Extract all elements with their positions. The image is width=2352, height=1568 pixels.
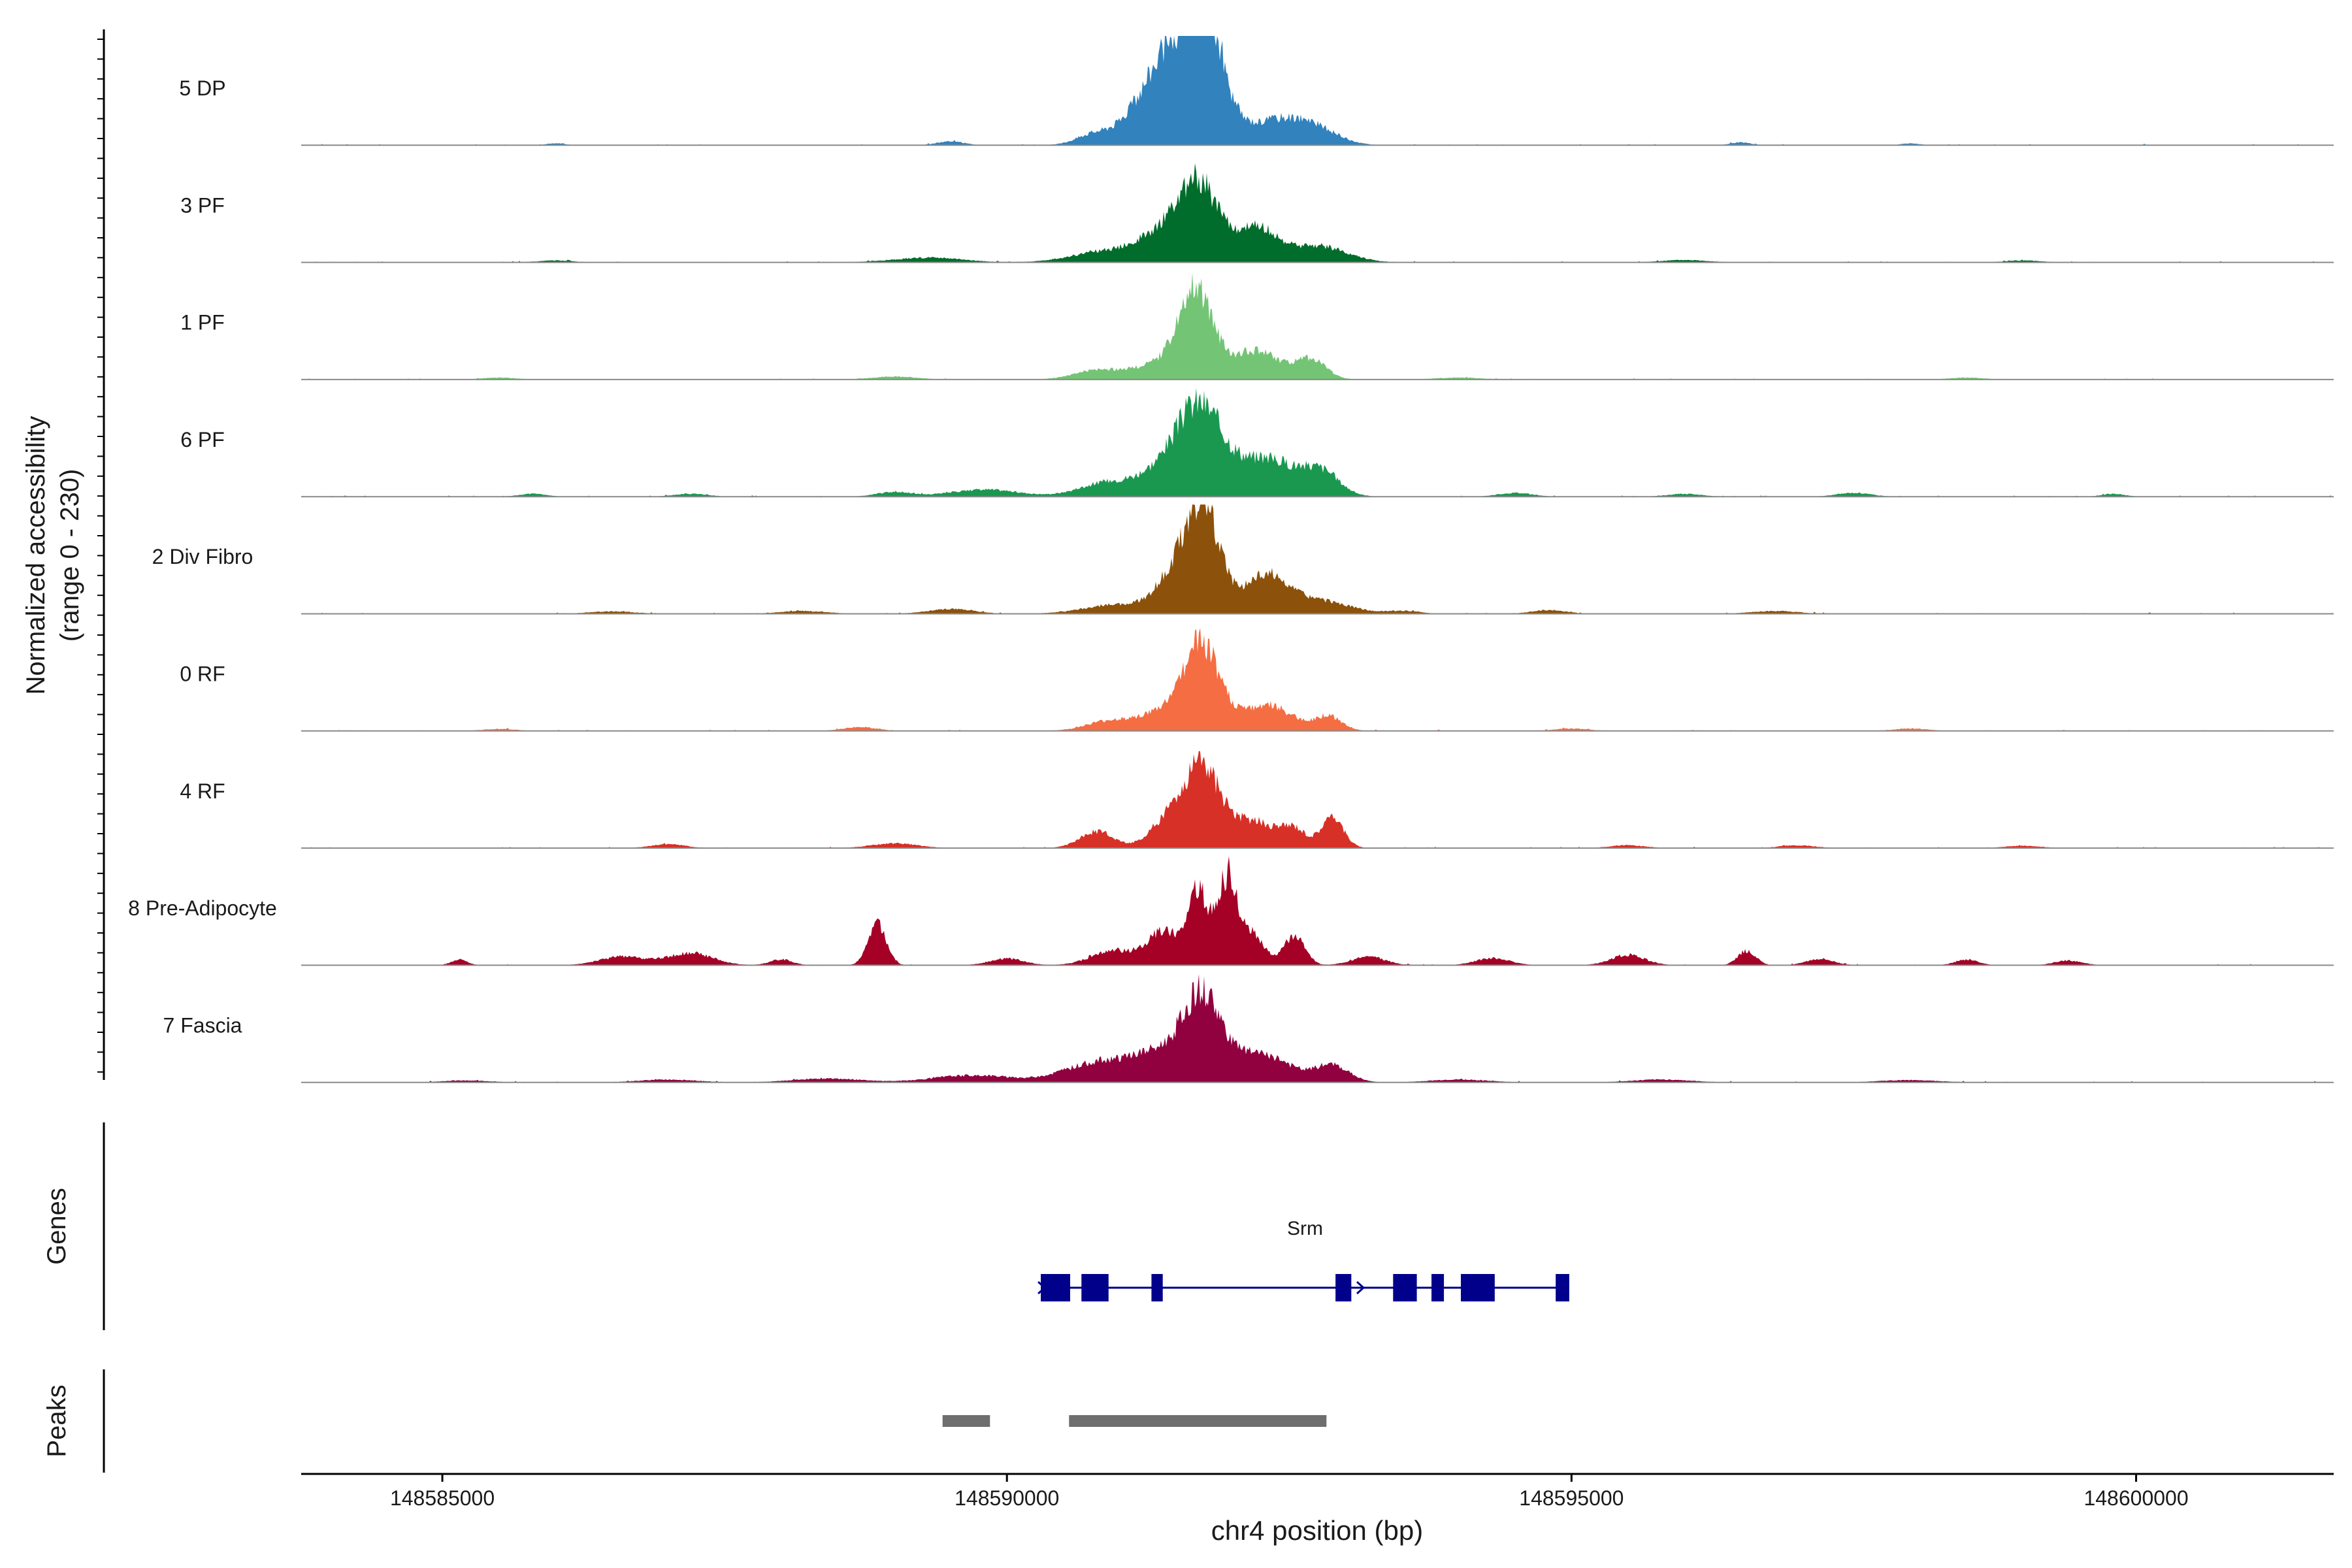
coverage-area [301, 163, 2334, 263]
gene-exon [1081, 1274, 1109, 1301]
coverage-tracks: 5 DP 3 PF 1 PF 6 PF 2 Div Fibro 0 RF 4 RF 8 Pre… [128, 36, 2334, 1083]
gene-exon [1335, 1274, 1352, 1301]
gene-exon [1151, 1274, 1163, 1301]
track-7: 4 RF [180, 751, 2334, 849]
gene-strand-arrow [1037, 1281, 1047, 1295]
coverage-area [301, 973, 2334, 1083]
coverage-area [301, 272, 2334, 380]
gene-exon [1393, 1274, 1417, 1301]
gene-strand-arrow [1356, 1281, 1365, 1295]
gene-model: Srm [1037, 1218, 1569, 1301]
track-label: 3 PF [180, 193, 225, 217]
track-label: 4 RF [180, 779, 225, 803]
x-axis-label: chr4 position (bp) [1211, 1515, 1424, 1546]
track-label: 7 Fascia [163, 1013, 242, 1037]
track-9: 7 Fascia [163, 973, 2334, 1083]
gene-exon [1460, 1274, 1495, 1301]
coverage-area [301, 387, 2334, 497]
track-label: 2 Div Fibro [152, 545, 253, 568]
track-label: 0 RF [180, 662, 225, 686]
track-6: 0 RF [180, 628, 2334, 732]
track-2: 3 PF [180, 163, 2334, 263]
x-tick-label: 148595000 [1519, 1486, 1624, 1510]
peak-regions [942, 1415, 1327, 1427]
track-label: 8 Pre-Adipocyte [128, 896, 277, 920]
coverage-area [301, 751, 2334, 849]
coverage-y-ticks [97, 39, 104, 1073]
genes-track-label: Genes [42, 1188, 71, 1265]
track-1: 5 DP [179, 36, 2334, 146]
gene-name-label: Srm [1287, 1218, 1323, 1239]
coverage-area [301, 36, 2334, 146]
peak-region [1069, 1415, 1327, 1427]
x-tick-label: 148585000 [390, 1486, 495, 1510]
peaks-track-label: Peaks [42, 1384, 71, 1457]
gene-exon [1556, 1274, 1569, 1301]
coverage-area [301, 628, 2334, 731]
coverage-area [301, 856, 2334, 966]
y-axis-label: Normalized accessibility [22, 416, 50, 695]
track-label: 1 PF [180, 311, 225, 335]
x-tick-label: 148590000 [955, 1486, 1059, 1510]
track-label: 5 DP [179, 76, 225, 100]
y-axis-sublabel: (range 0 - 230) [56, 469, 84, 642]
track-label: 6 PF [180, 428, 225, 451]
peak-region [942, 1415, 990, 1427]
track-4: 6 PF [180, 387, 2334, 498]
coverage-area [301, 504, 2334, 614]
x-tick-label: 148600000 [2083, 1486, 2188, 1510]
track-3: 1 PF [180, 272, 2334, 380]
gene-exon [1431, 1274, 1445, 1301]
track-5: 2 Div Fibro [152, 504, 2334, 615]
track-8: 8 Pre-Adipocyte [128, 856, 2334, 966]
x-axis-ticks: 148585000 148590000 148595000 148600000 [390, 1474, 2189, 1510]
